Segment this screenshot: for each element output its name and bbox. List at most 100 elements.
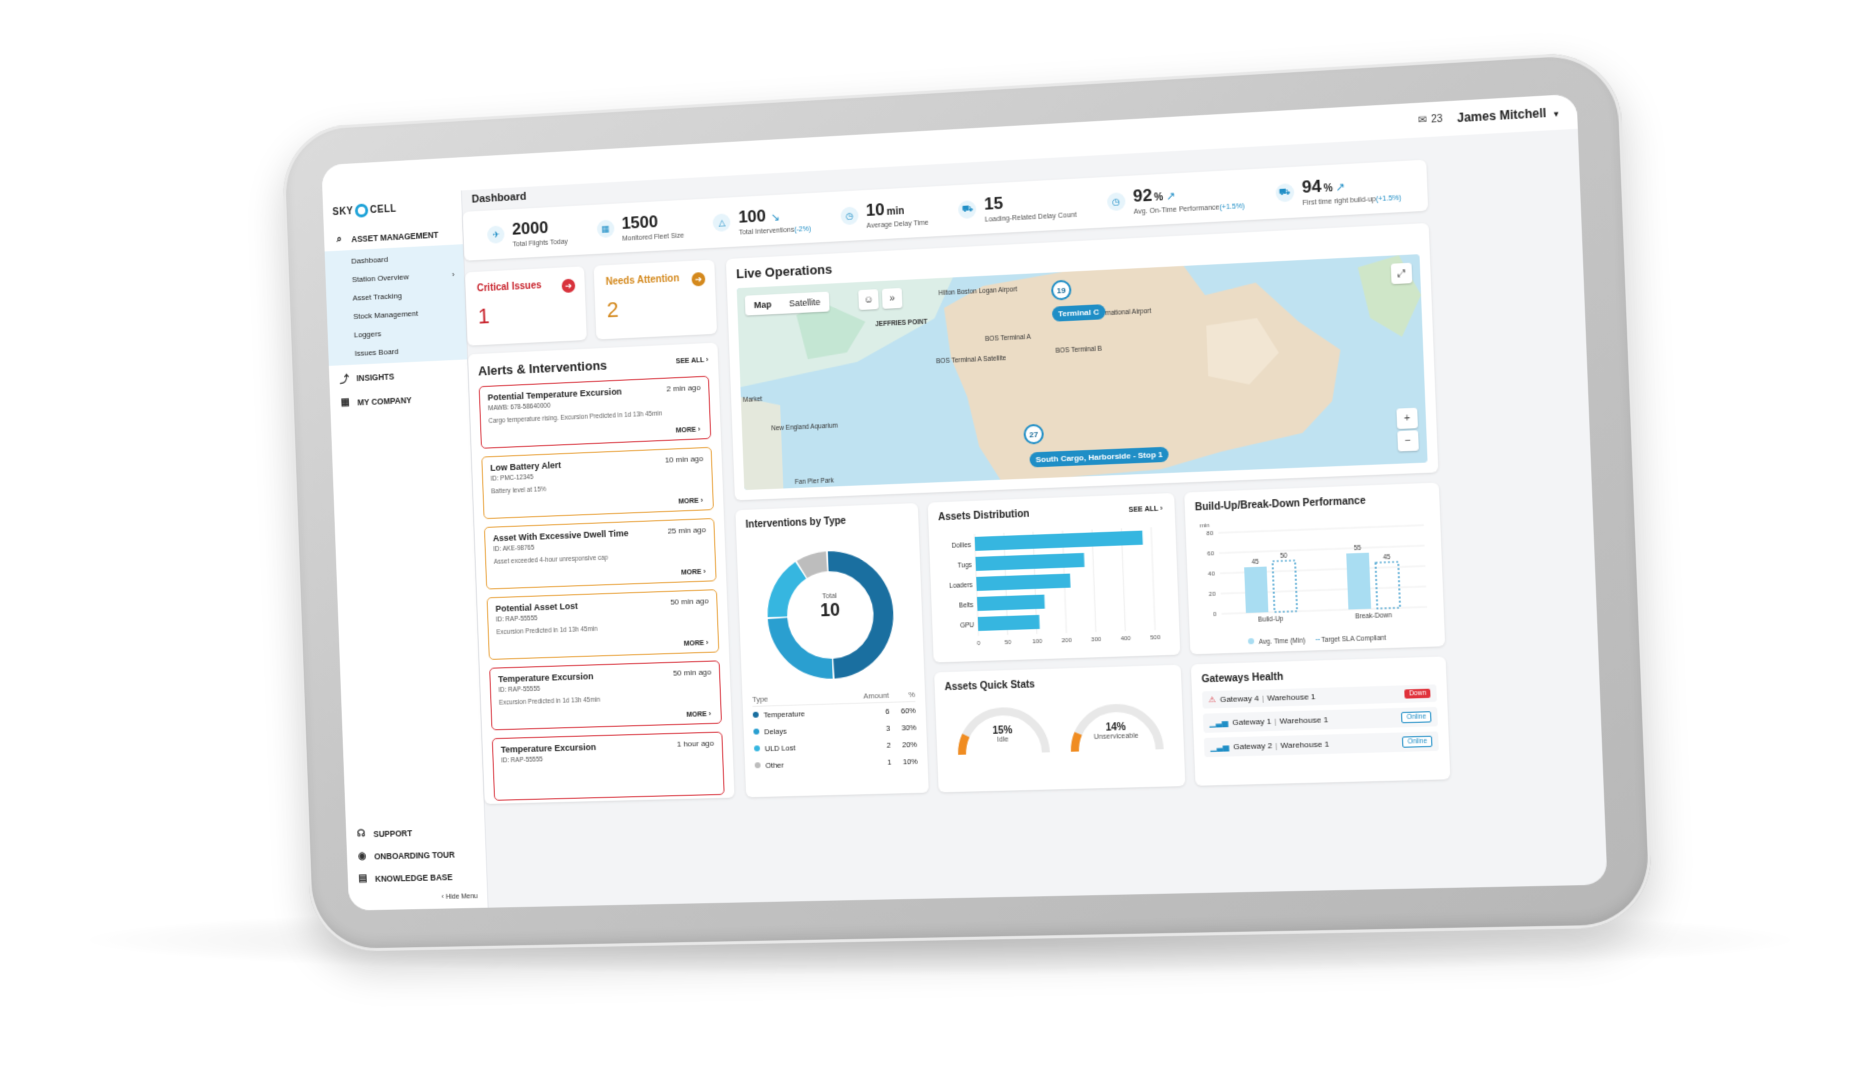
y-tick-label: 60 — [1207, 551, 1215, 557]
needs-attention-count: 2 — [606, 293, 704, 323]
kpi-label-row: Total Flights Today — [513, 238, 568, 248]
bar-loaders[interactable] — [976, 574, 1070, 591]
grid-line — [1218, 525, 1423, 533]
hide-menu-button[interactable]: ‹ Hide Menu — [348, 887, 487, 903]
alert-item[interactable]: Potential Asset Lost 50 min ago ID: RAP-55… — [487, 589, 720, 660]
asset-management-subnav: Dashboard Station Overview › Asset Tracki… — [325, 244, 468, 366]
map-marker-label[interactable]: Terminal C — [1052, 304, 1106, 322]
nav-section-label: KNOWLEDGE BASE — [375, 872, 453, 883]
alert-more-button[interactable]: MORE › — [681, 569, 706, 577]
alert-description — [502, 764, 715, 770]
chevron-right-icon: › — [699, 498, 703, 505]
legend-dot — [753, 712, 759, 718]
kpi-value: 94 — [1302, 176, 1322, 196]
quick-stats-title: Assets Quick Stats — [944, 675, 1171, 693]
gateway-row[interactable]: ▁▃▅ Gateway 2 | Warehouse 1 Online — [1204, 731, 1439, 757]
x-tick-label: 400 — [1121, 636, 1132, 643]
grid-line — [1151, 527, 1155, 630]
alert-item[interactable]: Temperature Excursion 50 min ago ID: RAP-5… — [489, 660, 722, 730]
gateway-row[interactable]: ⚠ Gateway 4 | Warehouse 1 Down — [1202, 684, 1437, 708]
alert-item[interactable]: Low Battery Alert 10 min ago ID: PMC-12345… — [481, 447, 714, 519]
notification-count: 23 — [1431, 113, 1443, 125]
nav-knowledge-base[interactable]: ▤ KNOWLEDGE BASE — [347, 865, 486, 890]
user-menu[interactable]: James Mitchell ▾ — [1457, 105, 1559, 125]
fullscreen-icon[interactable]: ⤢ — [1391, 263, 1412, 284]
y-tick-label: Dollies — [952, 542, 972, 550]
satellite-tab[interactable]: Satellite — [780, 292, 830, 314]
y-tick-label: 20 — [1209, 592, 1217, 598]
kpi-item: ▦ 1500 Monitored Fleet Size — [596, 210, 684, 243]
map[interactable]: Map Satellite ☺ » ⤢ + − Hilton Boston Lo… — [737, 254, 1428, 490]
legend-label: Avg. Time (Min) — [1259, 637, 1306, 646]
more-label: MORE — [678, 498, 699, 506]
alert-item[interactable]: Temperature Excursion 1 hour ago ID: RAP-5… — [492, 732, 725, 801]
on-time-icon: ◷ — [1107, 192, 1126, 211]
person-icon[interactable]: ☺ — [858, 289, 878, 310]
critical-issues-card[interactable]: Critical Issues 1 ➜ — [465, 266, 587, 345]
book-icon: ▤ — [357, 873, 369, 884]
gateways-health-card: Gateways Health ⚠ Gateway 4 | Warehouse 1 Do… — [1191, 656, 1450, 785]
main-content: Dashboard ✈ 2000 Total Flights Today ▦ 1500 M… — [462, 129, 1608, 908]
bar-build-up-avg[interactable] — [1244, 567, 1268, 613]
pct-cell: 60% — [889, 702, 916, 720]
chevron-right-icon: › — [707, 711, 711, 718]
gateway-row[interactable]: ▁▃▅ Gateway 1 | Warehouse 1 Online — [1203, 707, 1438, 733]
critical-issues-label: Critical Issues — [477, 279, 574, 295]
chevron-right-icon[interactable]: » — [882, 288, 902, 309]
bar-dollies[interactable] — [975, 531, 1143, 551]
x-tick-label: 0 — [977, 641, 981, 647]
nav-onboarding-tour[interactable]: ◉ ONBOARDING TOUR — [347, 842, 486, 868]
zoom-in-button[interactable]: + — [1396, 408, 1418, 429]
logo-text-right: CELL — [370, 203, 397, 215]
map-type-toggle: Map Satellite — [745, 292, 830, 316]
alert-item[interactable]: Potential Temperature Excursion 2 min ago… — [479, 376, 712, 449]
bar-build-up-target[interactable] — [1273, 560, 1297, 612]
bar-gpu[interactable] — [978, 615, 1040, 631]
separator: | — [1274, 717, 1276, 726]
alert-item[interactable]: Asset With Excessive Dwell Time 25 min ag… — [484, 518, 717, 590]
bar-break-down-target[interactable] — [1376, 562, 1401, 609]
chevron-right-icon: › — [704, 640, 708, 647]
alert-more-button[interactable]: MORE › — [676, 427, 701, 435]
nav-section-label: ASSET MANAGEMENT — [351, 229, 438, 243]
pct-cell: 20% — [891, 736, 918, 754]
map-tab[interactable]: Map — [745, 294, 781, 316]
alert-more-button[interactable]: MORE › — [678, 498, 703, 506]
bar-belts[interactable] — [977, 595, 1045, 611]
status-badge: Online — [1401, 711, 1431, 723]
quick-stats-card: Assets Quick Stats 15% Idle 14% Unserviceab… — [934, 665, 1185, 793]
kpi-text: 94% ↗ First time right build-up(+1.5%) — [1302, 172, 1402, 207]
gateway-name: Gateway 2 — [1233, 741, 1272, 751]
kpi-item: ◷ 92% ↗ Avg. On-Time Performance(+1.5%) — [1106, 180, 1244, 217]
bar-tugs[interactable] — [975, 553, 1084, 571]
col-amount: Amount — [844, 689, 889, 704]
donut-slice-delays[interactable] — [768, 616, 833, 680]
needs-attention-card[interactable]: Needs Attention 2 ➜ — [594, 260, 717, 340]
bar-break-down-avg[interactable] — [1346, 553, 1371, 610]
alert-description: Battery level at 15% — [491, 480, 704, 496]
type-label: Delays — [764, 727, 787, 737]
gateway-info: ▁▃▅ Gateway 1 | Warehouse 1 — [1209, 715, 1328, 728]
alerts-see-all-button[interactable]: SEE ALL › — [676, 357, 709, 365]
y-axis-label: min — [1200, 523, 1210, 530]
building-icon: ▦ — [339, 397, 351, 408]
sidebar-item-label: Loggers — [354, 329, 381, 339]
alert-more-button[interactable]: MORE › — [686, 711, 711, 719]
nav-support[interactable]: ☊ SUPPORT — [346, 820, 485, 846]
alert-description: Excursion Predicted in 1d 13h 45min — [499, 693, 712, 706]
distribution-see-all-button[interactable]: SEE ALL › — [1129, 506, 1163, 514]
alert-more-button[interactable]: MORE › — [684, 640, 709, 648]
alert-description: Asset exceeded 4-hour unresponsive cap — [494, 551, 707, 566]
arrow-right-icon[interactable]: ➜ — [691, 272, 705, 287]
more-label: MORE — [681, 569, 702, 577]
grid-line — [1219, 546, 1424, 553]
kpi-text: 15 Loading-Related Delay Count — [984, 189, 1077, 223]
notification-button[interactable]: ✉ 23 — [1418, 113, 1443, 126]
nav-section-label: MY COMPANY — [357, 395, 412, 407]
zoom-out-button[interactable]: − — [1397, 430, 1419, 451]
trend-icon: ↘ — [771, 211, 780, 223]
kpi-label-row: Average Delay Time — [866, 219, 928, 229]
kpi-value: 10 — [866, 200, 885, 220]
gateway-location: Warehouse 1 — [1280, 740, 1329, 750]
arrow-right-icon[interactable]: ➜ — [562, 279, 576, 293]
